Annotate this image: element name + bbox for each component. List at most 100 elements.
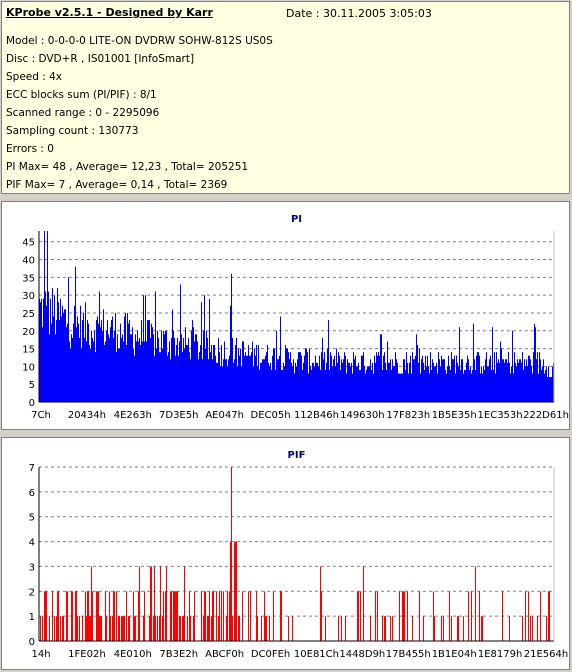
data-bar: [99, 291, 100, 402]
data-bar: [528, 591, 529, 641]
data-bar: [220, 366, 221, 402]
data-bar: [363, 352, 364, 402]
data-bar: [461, 359, 462, 402]
data-bar: [265, 616, 266, 641]
data-bar: [48, 291, 49, 402]
data-bar: [463, 373, 464, 402]
data-bar: [410, 355, 411, 402]
data-bar: [234, 541, 235, 641]
data-bar: [344, 352, 345, 402]
data-bar: [357, 591, 358, 641]
data-bar: [201, 591, 202, 641]
data-bar: [468, 359, 469, 402]
data-bar: [179, 616, 180, 641]
data-bar: [322, 337, 323, 402]
data-bar: [86, 616, 87, 641]
data-bar: [144, 341, 145, 402]
data-bar: [382, 369, 383, 402]
data-bar: [160, 352, 161, 402]
data-bar: [422, 355, 423, 402]
data-bar: [95, 352, 96, 402]
data-bar: [153, 616, 154, 641]
data-bar: [56, 320, 57, 402]
data-bar: [480, 373, 481, 402]
data-bar: [384, 616, 385, 641]
data-bar: [50, 298, 51, 402]
data-bar: [383, 355, 384, 402]
data-bar: [471, 373, 472, 402]
data-bar: [273, 348, 274, 402]
data-bar: [280, 591, 281, 641]
data-bar: [478, 352, 479, 402]
data-bar: [490, 355, 491, 402]
data-bar: [155, 291, 156, 402]
data-bar: [375, 362, 376, 402]
data-bar: [525, 591, 526, 641]
data-bar: [233, 362, 234, 402]
data-bar: [190, 359, 191, 402]
data-bar: [350, 366, 351, 402]
data-bar: [230, 541, 231, 641]
data-bar: [238, 616, 239, 641]
data-bar: [152, 327, 153, 402]
data-bar: [51, 323, 52, 402]
data-bar: [428, 366, 429, 402]
data-bar: [548, 366, 549, 402]
data-bar: [544, 373, 545, 402]
data-bar: [79, 337, 80, 402]
y-tick-label: 25: [22, 309, 35, 320]
data-bar: [214, 345, 215, 402]
data-bar: [282, 369, 283, 402]
data-bar: [126, 591, 127, 641]
data-bar: [181, 334, 182, 402]
data-bar: [244, 355, 245, 402]
data-bar: [173, 591, 174, 641]
data-bar: [532, 616, 533, 641]
data-bar: [110, 327, 111, 402]
data-bar: [482, 616, 483, 641]
data-bar: [102, 330, 103, 402]
data-bar: [141, 320, 142, 402]
data-bar: [403, 359, 404, 402]
data-bar: [504, 362, 505, 402]
data-bar: [432, 359, 433, 402]
data-bar: [262, 359, 263, 402]
data-bar: [193, 616, 194, 641]
data-bar: [295, 362, 296, 402]
data-bar: [101, 616, 102, 641]
data-bar: [151, 566, 152, 641]
data-bar: [465, 369, 466, 402]
data-bar: [137, 330, 138, 402]
data-bar: [223, 591, 224, 641]
data-bar: [139, 337, 140, 402]
data-bar: [138, 591, 139, 641]
data-bar: [331, 355, 332, 402]
data-bar: [96, 591, 97, 641]
data-bar: [216, 362, 217, 402]
x-tick-label: 7Ch: [31, 410, 51, 421]
data-bar: [292, 616, 293, 641]
data-bar: [184, 566, 185, 641]
data-bar: [106, 330, 107, 402]
data-bar: [112, 316, 113, 402]
data-bar: [286, 348, 287, 402]
data-bar: [522, 352, 523, 402]
data-bar: [388, 362, 389, 402]
data-bar: [312, 362, 313, 402]
data-bar: [500, 341, 501, 402]
data-bar: [399, 373, 400, 402]
x-tick-label: 20434h: [68, 410, 106, 421]
data-bar: [242, 591, 243, 641]
data-bar: [370, 616, 371, 641]
data-bar: [199, 352, 200, 402]
data-bar: [384, 352, 385, 402]
data-bar: [228, 359, 229, 402]
data-bar: [109, 591, 110, 641]
data-bar: [425, 355, 426, 402]
data-bar: [513, 373, 514, 402]
pif-chart: PIF 0 1 2 3 4 5 6 7 14h 1FE02h 4E010h 7B3E2h ABCF0h DC…: [29, 450, 569, 660]
data-bar: [405, 369, 406, 402]
data-bar: [359, 369, 360, 402]
data-bar: [467, 355, 468, 402]
data-bar: [447, 366, 448, 402]
